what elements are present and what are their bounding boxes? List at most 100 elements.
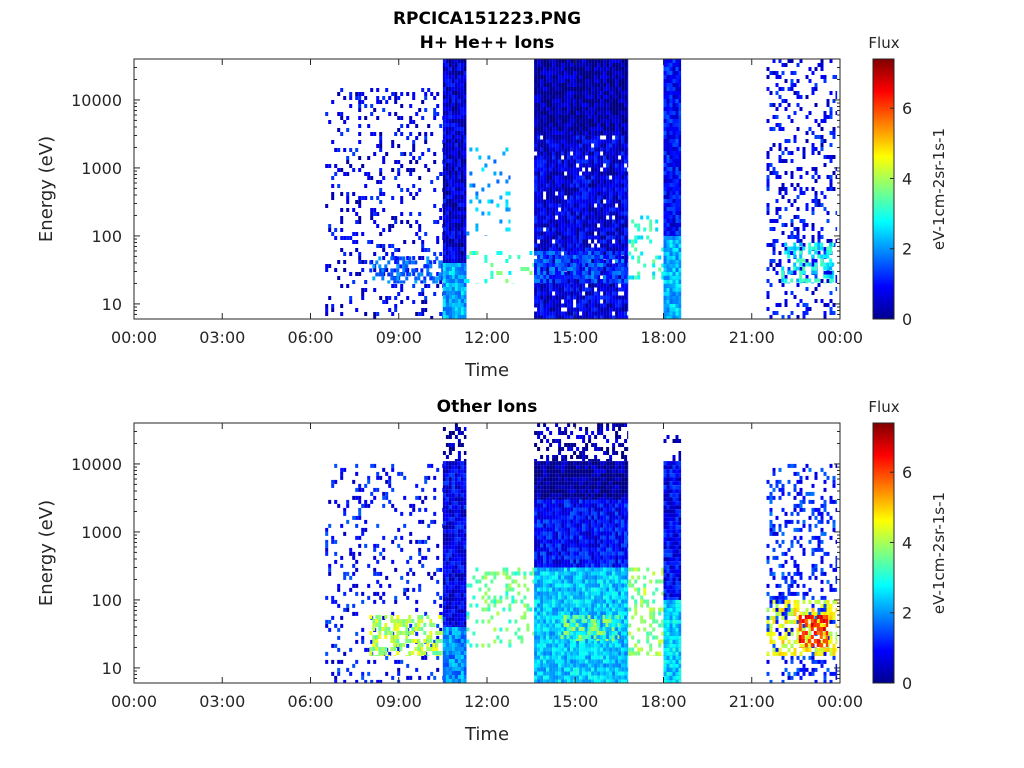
heatmap-cell bbox=[421, 300, 425, 304]
heatmap-cell bbox=[463, 287, 467, 291]
heatmap-cell bbox=[442, 267, 446, 271]
heatmap-cell bbox=[567, 187, 571, 192]
heatmap-cell bbox=[588, 135, 592, 140]
heatmap-cell bbox=[423, 264, 427, 269]
heatmap-cell bbox=[802, 223, 806, 227]
heatmap-cell bbox=[579, 315, 583, 319]
heatmap-cell bbox=[537, 259, 541, 263]
heatmap-cell bbox=[832, 242, 835, 247]
heatmap-cell bbox=[424, 92, 428, 96]
heatmap-cell bbox=[573, 59, 577, 63]
heatmap-cell bbox=[678, 187, 682, 191]
heatmap-cell bbox=[451, 267, 455, 271]
heatmap-cell bbox=[603, 295, 607, 300]
heatmap-cell bbox=[397, 172, 401, 176]
heatmap-cell bbox=[621, 219, 625, 224]
heatmap-cell bbox=[564, 299, 568, 304]
heatmap-cell bbox=[529, 251, 533, 255]
heatmap-cell bbox=[597, 139, 601, 144]
heatmap-cell bbox=[666, 91, 670, 95]
heatmap-cell bbox=[376, 96, 380, 100]
heatmap-cell bbox=[460, 119, 464, 123]
heatmap-cell bbox=[624, 99, 628, 103]
heatmap-cell bbox=[457, 159, 461, 163]
heatmap-cell bbox=[463, 91, 467, 95]
heatmap-cell bbox=[361, 164, 365, 168]
heatmap-cell bbox=[612, 271, 616, 275]
heatmap-cell bbox=[594, 119, 598, 123]
heatmap-cell bbox=[552, 159, 556, 164]
heatmap-cell bbox=[609, 187, 613, 192]
heatmap-cell bbox=[555, 203, 559, 208]
heatmap-cell bbox=[588, 119, 592, 123]
heatmap-cell bbox=[612, 71, 616, 75]
heatmap-cell bbox=[597, 315, 601, 319]
heatmap-cell bbox=[358, 511, 362, 516]
heatmap-cell bbox=[424, 248, 428, 252]
heatmap-cell bbox=[826, 187, 830, 191]
heatmap-cell bbox=[678, 211, 682, 215]
heatmap-cell bbox=[603, 135, 607, 136]
heatmap-cell bbox=[549, 147, 553, 152]
heatmap-cell bbox=[600, 227, 604, 232]
heatmap-cell bbox=[663, 291, 667, 296]
heatmap-cell bbox=[621, 95, 625, 99]
heatmap-cell bbox=[552, 155, 556, 160]
heatmap-cell bbox=[606, 79, 610, 83]
heatmap-cell bbox=[591, 271, 595, 275]
heatmap-cell bbox=[555, 287, 559, 292]
heatmap-cell bbox=[618, 295, 622, 300]
heatmap-cell bbox=[463, 179, 467, 183]
heatmap-cell bbox=[669, 155, 673, 159]
heatmap-cell bbox=[573, 171, 577, 176]
heatmap-cell bbox=[543, 87, 547, 91]
heatmap-cell bbox=[334, 268, 338, 272]
heatmap-cell bbox=[445, 283, 449, 287]
heatmap-cell bbox=[564, 143, 568, 148]
heatmap-cell bbox=[808, 278, 812, 283]
heatmap-cell bbox=[600, 295, 604, 300]
heatmap-cell bbox=[621, 299, 625, 304]
heatmap-cell bbox=[445, 207, 449, 211]
heatmap-cell bbox=[597, 275, 601, 280]
heatmap-cell bbox=[603, 207, 607, 212]
heatmap-cell bbox=[576, 115, 580, 119]
heatmap-cell bbox=[340, 615, 344, 620]
heatmap-cell bbox=[564, 199, 568, 204]
heatmap-cell bbox=[627, 183, 629, 188]
heatmap-cell bbox=[334, 236, 338, 240]
heatmap-cell bbox=[663, 311, 667, 316]
heatmap-cell bbox=[615, 311, 619, 316]
heatmap-cell bbox=[534, 283, 538, 288]
heatmap-cell bbox=[454, 195, 458, 199]
heatmap-cell bbox=[784, 159, 788, 163]
heatmap-cell bbox=[579, 83, 583, 87]
heatmap-cell bbox=[591, 63, 595, 67]
heatmap-cell bbox=[808, 250, 812, 255]
heatmap-cell bbox=[663, 191, 667, 195]
heatmap-cell bbox=[769, 171, 773, 175]
heatmap-cell bbox=[463, 307, 467, 311]
heatmap-cell bbox=[597, 163, 601, 168]
heatmap-cell bbox=[546, 95, 550, 99]
heatmap-cell bbox=[624, 139, 628, 144]
heatmap-cell bbox=[805, 223, 809, 227]
heatmap-cell bbox=[543, 311, 547, 316]
heatmap-cell bbox=[555, 115, 559, 119]
heatmap-cell bbox=[390, 268, 394, 273]
heatmap-cell bbox=[606, 231, 610, 236]
heatmap-cell bbox=[364, 172, 368, 176]
heatmap-cell bbox=[672, 139, 676, 143]
heatmap-cell bbox=[433, 112, 437, 116]
heatmap-cell bbox=[621, 195, 625, 200]
heatmap-cell bbox=[382, 108, 386, 112]
heatmap-cell bbox=[567, 227, 571, 232]
panel-top-title: H+ He++ Ions bbox=[420, 33, 555, 53]
heatmap-cell bbox=[672, 151, 676, 155]
heatmap-cell bbox=[469, 199, 473, 204]
heatmap-cell bbox=[346, 236, 350, 240]
heatmap-cell bbox=[582, 251, 586, 256]
heatmap-cell bbox=[439, 124, 443, 128]
heatmap-cell bbox=[334, 479, 338, 484]
heatmap-cell bbox=[606, 175, 610, 180]
